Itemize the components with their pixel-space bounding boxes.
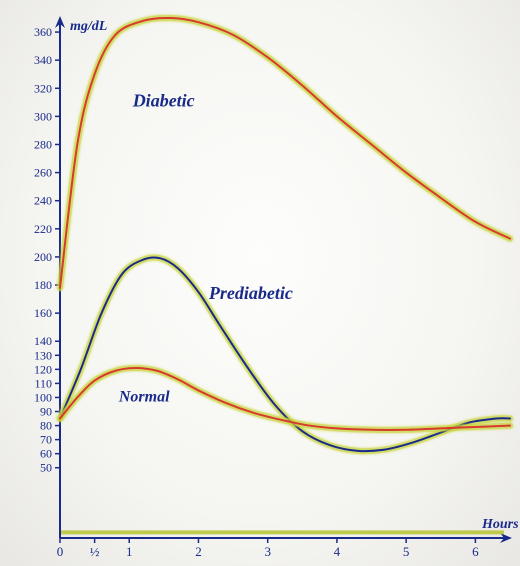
y-tick-label: 300 [34, 109, 52, 123]
x-tick-label: 4 [334, 544, 341, 559]
y-tick-label: 200 [34, 250, 52, 264]
y-tick-label: 320 [34, 81, 52, 95]
series-label-normal: Normal [118, 389, 170, 406]
x-tick-label: 5 [403, 544, 410, 559]
y-tick-label: 100 [34, 390, 52, 404]
series-label-prediabetic: Prediabetic [208, 283, 293, 303]
y-tick-label: 160 [34, 306, 52, 320]
x-tick-label: 3 [264, 544, 271, 559]
y-tick-label: 340 [34, 53, 52, 67]
x-tick-label: 2 [195, 544, 202, 559]
y-axis-label: mg/dL [70, 19, 107, 34]
y-tick-label: 220 [34, 222, 52, 236]
y-tick-label: 280 [34, 137, 52, 151]
y-tick-label: 140 [34, 334, 52, 348]
y-tick-label: 360 [34, 25, 52, 39]
y-tick-label: 240 [34, 194, 52, 208]
x-axis-label: Hours [481, 517, 519, 532]
y-tick-label: 260 [34, 166, 52, 180]
y-tick-label: 130 [34, 348, 52, 362]
y-tick-label: 180 [34, 278, 52, 292]
x-tick-label: 6 [472, 544, 479, 559]
y-tick-label: 50 [40, 461, 52, 475]
glucose-chart: 5060708090100110120130140160180200220240… [0, 0, 520, 566]
x-tick-label: ½ [90, 544, 100, 559]
y-tick-label: 80 [40, 419, 52, 433]
series-diabetic: Diabetic [60, 18, 510, 288]
series-label-diabetic: Diabetic [132, 91, 195, 111]
y-tick-label: 90 [40, 405, 52, 419]
y-tick-label: 70 [40, 433, 52, 447]
series-normal: Normal [60, 368, 510, 430]
x-tick-label: 0 [57, 544, 64, 559]
y-tick-label: 120 [34, 362, 52, 376]
y-tick-label: 60 [40, 447, 52, 461]
y-tick-label: 110 [34, 376, 52, 390]
x-tick-label: 1 [126, 544, 133, 559]
